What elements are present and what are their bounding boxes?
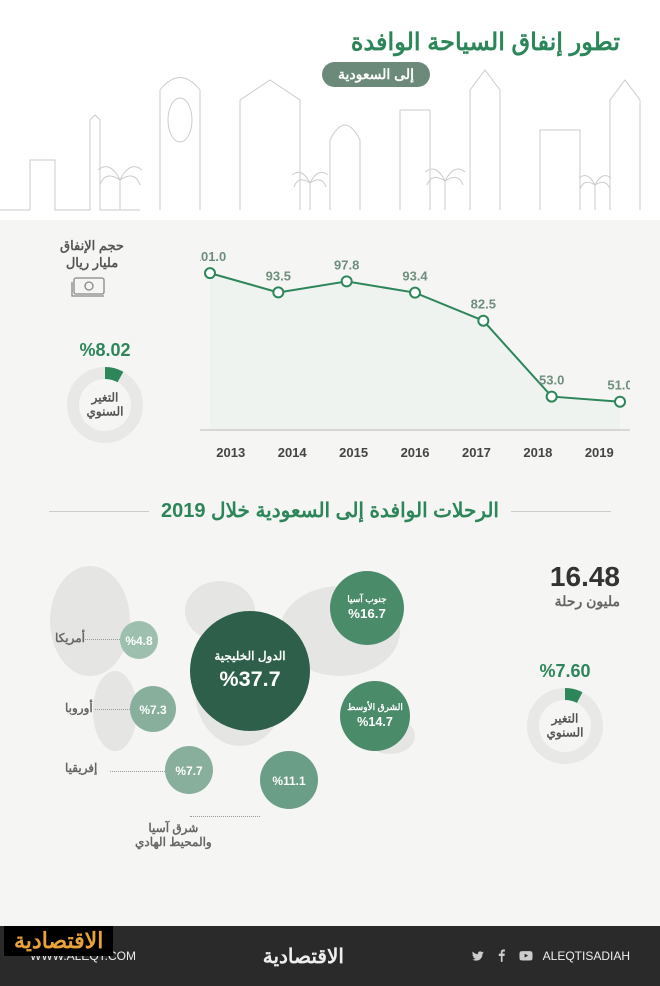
donut2-center-line1: التغير: [547, 712, 584, 726]
youtube-icon: [519, 949, 533, 963]
x-axis-label: 2015: [339, 445, 368, 460]
bubble-meast: الشرق الأوسط%14.7: [340, 681, 410, 751]
svg-text:51.0: 51.0: [607, 378, 630, 393]
page-title: تطور إنفاق السياحة الوافدة: [351, 28, 620, 57]
donut1-center-line1: التغير: [87, 391, 124, 405]
bubble-other: %11.1: [260, 751, 318, 809]
donut1-center-line2: السنوي: [87, 405, 124, 419]
bubble-sasia: جنوب آسيا%16.7: [330, 571, 404, 645]
trips-bubbles-section: 16.48 مليون رحلة %7.60 التغير السنوي الد…: [0, 531, 660, 901]
donut1: التغير السنوي: [65, 365, 145, 445]
spend-label: حجم الإنفاق مليار ريال: [60, 238, 124, 272]
header-skyline: تطور إنفاق السياحة الوافدة إلى السعودية: [0, 0, 660, 220]
bubble-ext-label-europe: أوروبا: [65, 701, 93, 715]
donut2: التغير السنوي: [525, 686, 605, 766]
svg-text:53.0: 53.0: [539, 373, 564, 388]
svg-text:93.4: 93.4: [402, 269, 428, 284]
bubble-america: %4.8: [120, 621, 158, 659]
annual-change-donut-1: %8.02 التغير السنوي: [50, 340, 160, 445]
money-icon: [70, 274, 110, 298]
donut1-percent: %8.02: [50, 340, 160, 361]
svg-text:93.5: 93.5: [266, 268, 291, 283]
bubble-connector: [95, 709, 130, 710]
section-divider: الرحلات الوافدة إلى السعودية خلال 2019: [0, 480, 660, 531]
footer-social: ALEQTISADIAH: [471, 949, 630, 963]
x-axis-label: 2016: [401, 445, 430, 460]
svg-text:97.8: 97.8: [334, 257, 359, 272]
spend-label-line2: مليار ريال: [60, 255, 124, 272]
line-chart: 101.0 93.5 97.8 93.4 82.5 53.0 51.0: [200, 240, 630, 440]
bubble-gulf: الدول الخليجية%37.7: [190, 611, 310, 731]
trips-total: 16.48 مليون رحلة: [550, 561, 620, 610]
donut2-percent: %7.60: [510, 661, 620, 682]
bubble-ext-label-america: أمريكا: [55, 631, 85, 645]
divider-title: الرحلات الوافدة إلى السعودية خلال 2019: [149, 498, 511, 523]
x-axis-label: 2013: [216, 445, 245, 460]
x-axis-label: 2017: [462, 445, 491, 460]
skyline-illustration: [0, 60, 660, 220]
x-axis-labels: 2019 2018 2017 2016 2015 2014 2013: [200, 445, 630, 460]
svg-text:101.0: 101.0: [200, 249, 226, 264]
spending-chart-section: حجم الإنفاق مليار ريال %8.02 التغير السن…: [0, 220, 660, 480]
trips-total-unit: مليون رحلة: [550, 593, 620, 610]
trips-total-number: 16.48: [550, 561, 620, 593]
x-axis-label: 2018: [523, 445, 552, 460]
bubble-ext-label-africa: إفريقيا: [65, 761, 97, 775]
svg-text:82.5: 82.5: [471, 297, 496, 312]
twitter-icon: [471, 949, 485, 963]
social-handle: ALEQTISADIAH: [543, 949, 630, 963]
x-axis-label: 2019: [585, 445, 614, 460]
footer-brand: الاقتصادية: [263, 944, 344, 969]
bubble-connector: [85, 639, 120, 640]
bubble-connector: [190, 816, 260, 817]
facebook-icon: [495, 949, 509, 963]
x-axis-label: 2014: [278, 445, 307, 460]
donut2-center-line2: السنوي: [547, 726, 584, 740]
overlay-logo: الاقتصادية: [4, 926, 113, 956]
bubble-ext-label-easia: شرق آسيا والمحيط الهادي: [135, 821, 212, 850]
bubble-europe: %7.3: [130, 686, 176, 732]
bubble-africa: %7.7: [165, 746, 213, 794]
annual-change-donut-2: %7.60 التغير السنوي: [510, 661, 620, 766]
spend-label-line1: حجم الإنفاق: [60, 238, 124, 255]
bubble-connector: [110, 771, 165, 772]
